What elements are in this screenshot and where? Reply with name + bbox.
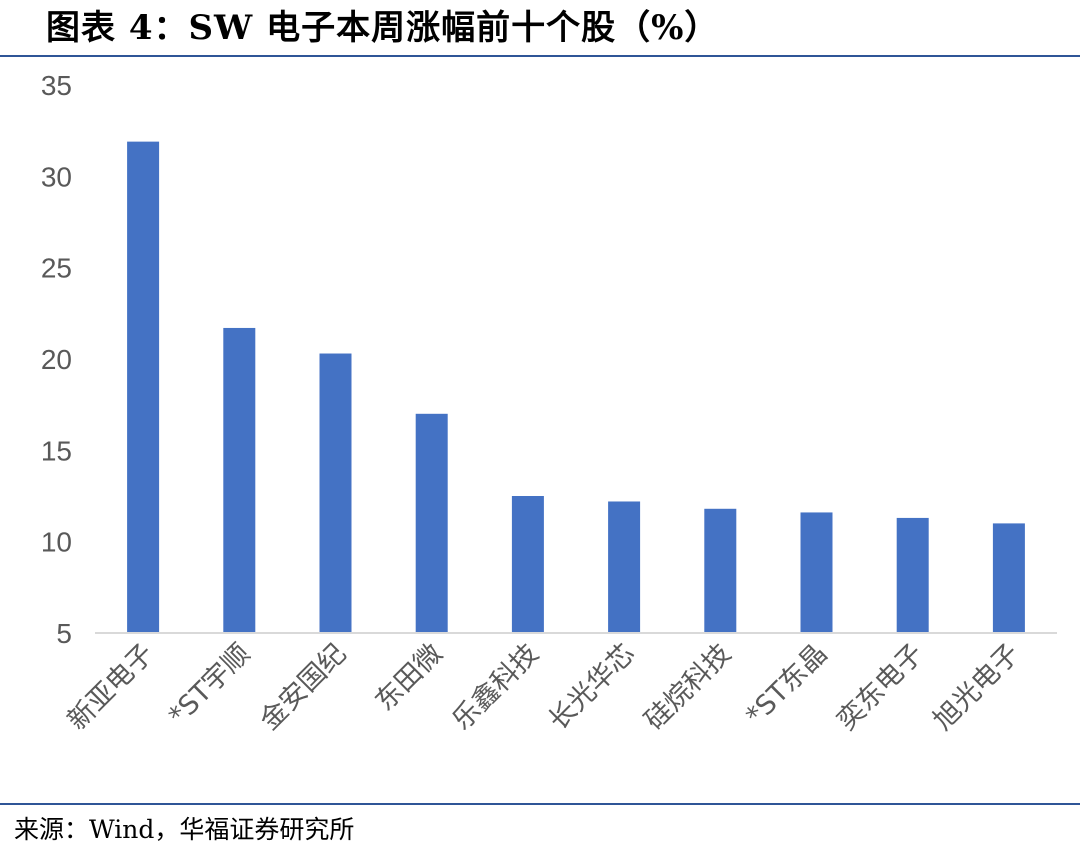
top-divider bbox=[0, 55, 1080, 57]
y-tick-label: 25 bbox=[41, 253, 72, 284]
bar bbox=[415, 413, 448, 633]
y-tick-label: 15 bbox=[41, 435, 72, 466]
bar bbox=[608, 501, 641, 633]
bar bbox=[127, 141, 160, 634]
source-note: 来源：Wind，华福证券研究所 bbox=[14, 815, 355, 844]
x-category-label: 奕东电子 bbox=[831, 638, 929, 736]
y-axis: 5 10 15 20 25 30 35 bbox=[41, 70, 72, 649]
x-category-label: 旭光电子 bbox=[928, 638, 1026, 736]
bar bbox=[223, 327, 256, 633]
x-category-label: 乐鑫科技 bbox=[447, 638, 545, 736]
x-category-label: 硅烷科技 bbox=[639, 638, 737, 736]
bar bbox=[511, 496, 544, 633]
x-category-label: *ST宇顺 bbox=[163, 638, 256, 731]
bar bbox=[704, 508, 737, 633]
x-category-label: 新亚电子 bbox=[62, 638, 160, 736]
bar bbox=[319, 353, 352, 633]
y-tick-label: 20 bbox=[41, 344, 72, 375]
y-tick-label: 30 bbox=[41, 161, 72, 192]
y-tick-label: 5 bbox=[56, 618, 72, 649]
bar bbox=[992, 523, 1025, 633]
y-tick-label: 35 bbox=[41, 70, 72, 101]
x-category-label: 东田微 bbox=[369, 638, 448, 717]
x-category-label: *ST东晶 bbox=[740, 638, 833, 731]
bar bbox=[896, 517, 929, 633]
x-category-label: 长光华芯 bbox=[543, 638, 641, 736]
x-category-label: 金安国纪 bbox=[254, 638, 352, 736]
bars bbox=[127, 141, 1025, 634]
bar bbox=[800, 512, 833, 633]
bottom-divider bbox=[0, 803, 1080, 805]
chart-title: 图表 4：SW 电子本周涨幅前十个股（%） bbox=[46, 8, 720, 48]
y-tick-label: 10 bbox=[41, 527, 72, 558]
